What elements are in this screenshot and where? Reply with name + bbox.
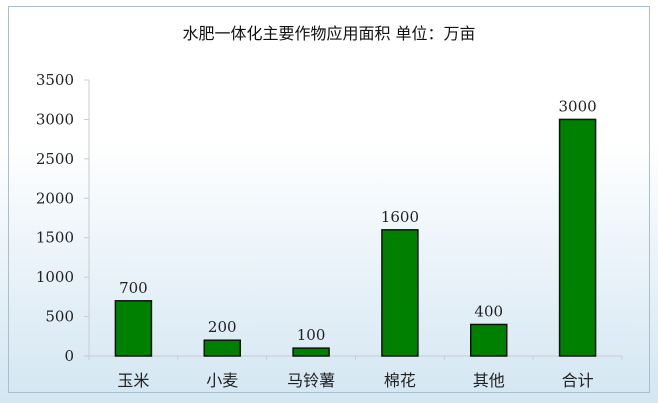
y-tick-label: 0	[64, 347, 74, 365]
bar	[114, 300, 153, 357]
x-category-label: 棉花	[384, 371, 416, 390]
bar	[558, 118, 597, 357]
bar	[381, 229, 419, 357]
x-category-label: 小麦	[206, 371, 238, 390]
y-tick-label: 2500	[36, 150, 74, 168]
chart-title: 水肥一体化主要作物应用面积 单位：万亩	[182, 24, 476, 43]
data-label: 1600	[381, 208, 419, 226]
x-category-label: 玉米	[117, 371, 149, 390]
data-label: 700	[119, 279, 148, 297]
x-category-label: 其他	[473, 371, 505, 390]
data-label: 400	[474, 302, 503, 320]
y-tick-label: 1000	[36, 268, 74, 286]
x-category-label: 合计	[562, 371, 594, 390]
bar	[203, 339, 241, 357]
bar	[470, 323, 508, 357]
x-category-label: 马铃薯	[287, 371, 335, 390]
y-tick-label: 2000	[36, 189, 74, 207]
y-tick-label: 3500	[36, 71, 74, 89]
y-tick-label: 3000	[36, 110, 74, 128]
data-label: 200	[208, 318, 237, 336]
chart-frame	[8, 6, 650, 393]
data-label: 100	[297, 326, 326, 344]
bar	[292, 347, 330, 357]
y-tick-label: 500	[45, 308, 74, 326]
y-tick-label: 1500	[36, 229, 74, 247]
data-label: 3000	[558, 97, 596, 115]
